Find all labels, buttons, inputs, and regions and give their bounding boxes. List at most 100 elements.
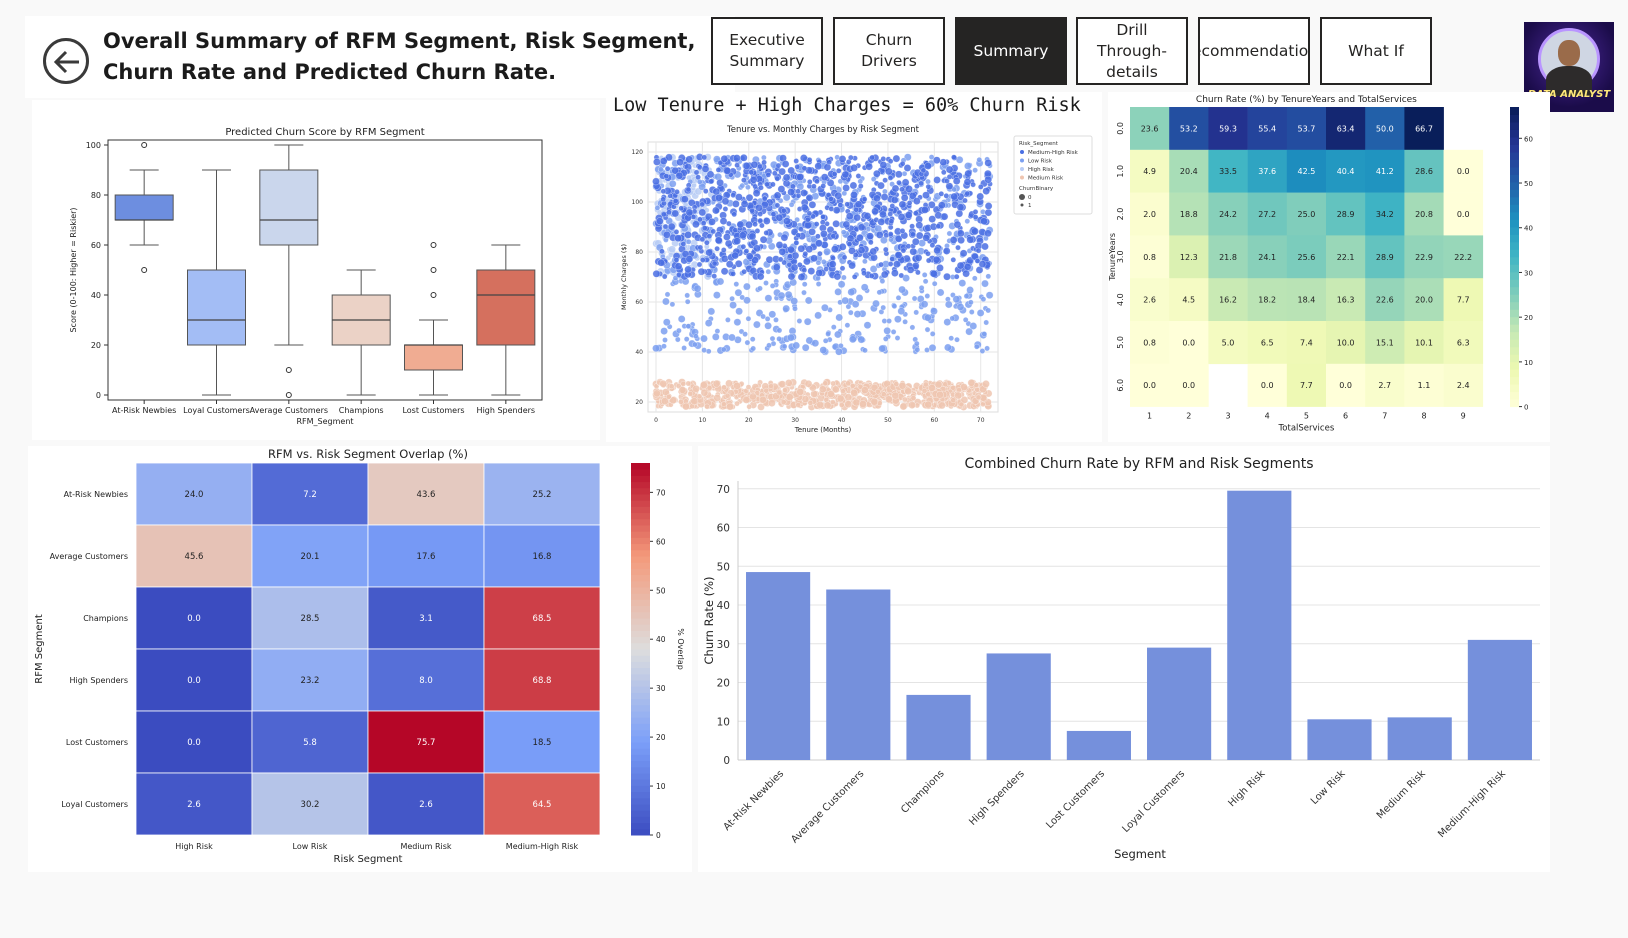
tenure-heatmap-cell-label: 10.1 [1415,338,1433,347]
scatter-point [672,198,679,204]
bar-xtick-label: Medium Risk [1375,768,1428,821]
scatter-point [840,229,847,235]
overlap-heatmap-colorbar-segment [631,518,650,526]
scatter-point [658,166,664,173]
bar-high-spenders [986,653,1051,760]
tenure-heatmap-colorbar-segment [1510,166,1519,175]
scatter-point [808,201,817,209]
tab-what-if[interactable]: What If [1320,17,1432,85]
scatter-point [729,295,735,302]
scatter-point [833,272,842,281]
overlap-heatmap-colorbar-segment [631,828,650,836]
overlap-heatmap-colorbar-segment [631,661,650,669]
scatter-point [942,247,951,255]
scatter-point [759,222,765,229]
overlap-heatmap-xtick-label: Medium Risk [400,842,451,851]
overlap-heatmap-ytick-label: Champions [83,614,128,623]
tab-recommendations[interactable]: Recommendations [1198,17,1310,85]
scatter-point [954,336,960,343]
tenure-heatmap-cell-label: 0.8 [1143,338,1156,347]
scatter-point [958,279,967,287]
scatter-point [913,210,919,216]
tab-summary[interactable]: Summary [955,17,1067,85]
scatter-point [944,178,950,184]
scatter-point [960,383,968,391]
scatter-ylabel: Monthly Charges ($) [620,244,628,310]
scatter-point [678,205,684,212]
scatter-point [948,335,954,341]
scatter-point [759,395,767,404]
overlap-heatmap-cell-label: 23.2 [301,676,320,686]
scatter-point [862,258,868,265]
tenure-heatmap-cell-label: 0.8 [1143,253,1156,262]
scatter-point [934,380,943,389]
tenure-heatmap-cell [1365,192,1405,236]
scatter-point [891,269,899,277]
scatter-point [853,206,859,213]
scatter-point [944,343,952,352]
scatter-point [888,218,895,225]
tenure-heatmap-ytick-label: 2.0 [1116,208,1125,221]
scatter-point [857,246,866,254]
overlap-heatmap-colorbar-segment [631,537,650,545]
boxplot-xlabel: RFM_Segment [296,417,353,426]
tab-drill-through-details[interactable]: Drill Through-details [1076,17,1188,85]
scatter-point [929,331,936,337]
overlap-heatmap-cell [483,462,601,526]
scatter-point [732,227,739,233]
scatter-point [831,171,838,177]
overlap-heatmap-cell [251,524,369,588]
scatter-point [894,315,902,323]
scatter-point [764,316,771,322]
scatter-point [928,154,935,160]
scatter-point [763,230,770,236]
scatter-point [739,182,746,189]
scatter-point [753,320,761,329]
tenure-heatmap-cell-label: 0.0 [1339,381,1352,390]
scatter-point [685,239,692,245]
overlap-heatmap-cell-label: 28.5 [301,614,320,624]
scatter-legend-label: Medium Risk [1028,176,1064,182]
scatter-point [752,183,758,190]
tab-churn-drivers[interactable]: Churn Drivers [833,17,945,85]
tab-executive-summary[interactable]: Executive Summary [711,17,823,85]
bar-average-customers [826,589,891,760]
avatar-caption: DATA ANALYST [1527,89,1611,100]
scatter-point [820,230,828,238]
scatter-point [733,382,741,390]
tenure-heatmap-cell-label: 16.3 [1337,296,1355,305]
scatter-point [805,216,811,223]
scatter-point [763,217,771,225]
scatter-legend-title: Risk_Segment [1019,141,1059,147]
tenure-heatmap-colorbar-segment [1510,181,1519,190]
scatter-point [964,218,971,224]
tenure-heatmap-cell-label: 4.9 [1143,167,1156,176]
scatter-point [869,265,878,273]
scatter-point [899,228,906,234]
tenure-heatmap-cell [1208,192,1248,236]
scatter-point [976,192,984,201]
scatter-point [861,386,869,394]
scatter-xtick-label: 10 [699,417,707,424]
scatter-point [837,202,844,208]
scatter-point [904,387,912,396]
scatter-point [736,220,745,229]
scatter-point [756,272,765,281]
scatter-point [757,217,764,224]
scatter-point [921,272,928,278]
boxplot-outlier [141,267,148,273]
scatter-point [671,166,680,175]
scatter-point [664,165,671,172]
overlap-heatmap-cell-label: 0.0 [187,738,201,748]
scatter-point [695,174,701,180]
scatter-point [734,162,740,168]
tenure-heatmap-colorbar-segment [1510,286,1519,295]
scatter-point [681,195,689,203]
scatter-point [654,205,661,211]
back-button[interactable] [43,38,89,84]
scatter-point [914,346,921,353]
overlap-heatmap-cell [483,648,601,712]
scatter-point [839,265,846,272]
scatter-point [775,241,784,249]
overlap-heatmap-colorbar-segment [631,587,650,594]
